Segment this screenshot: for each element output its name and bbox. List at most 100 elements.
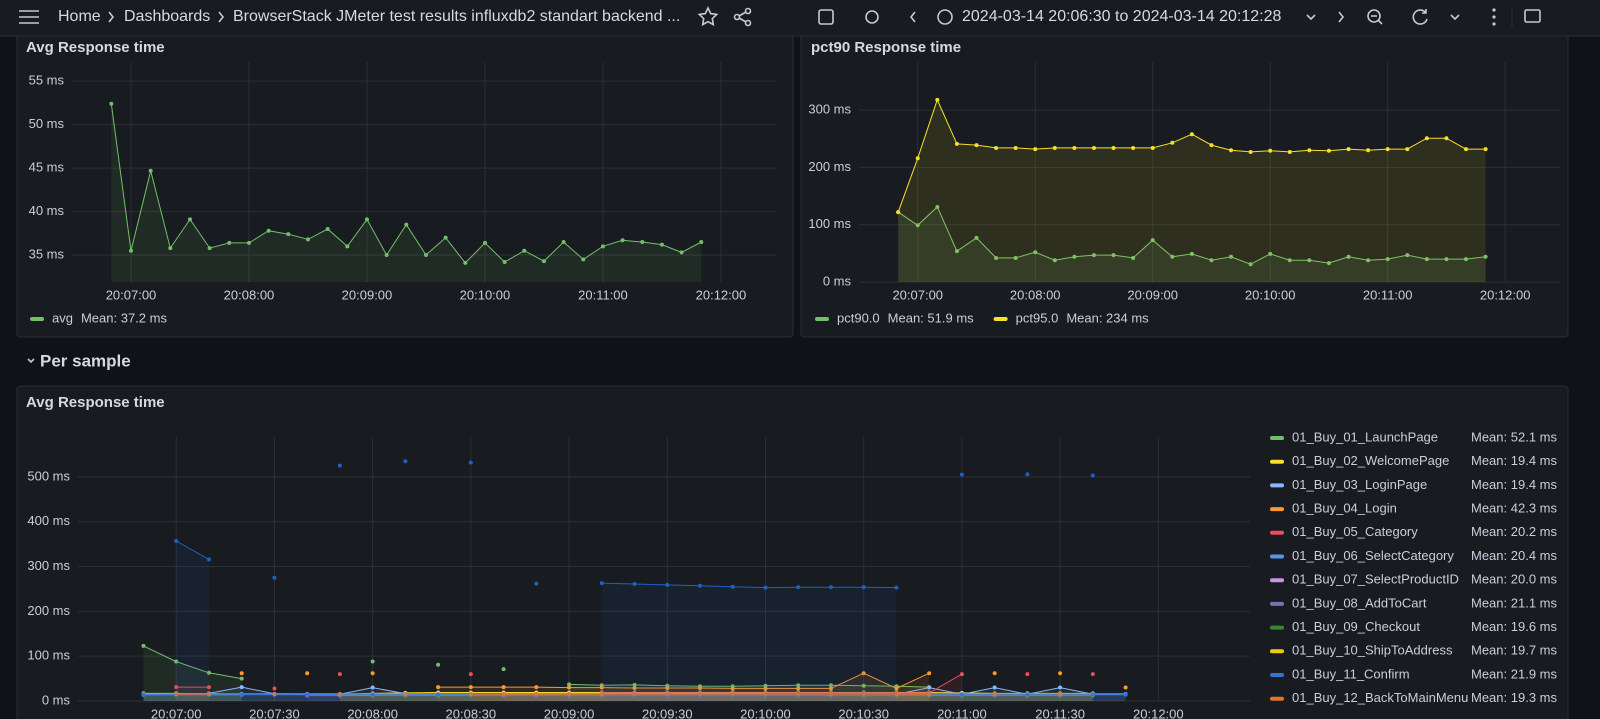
x-tick-label: 20:11:00: [937, 706, 987, 719]
data-point: [370, 685, 375, 690]
data-point: [305, 692, 310, 697]
data-point: [206, 670, 211, 675]
data-point: [403, 692, 408, 697]
legend-swatch: [993, 317, 1008, 321]
x-tick-label: 20:12:00: [1480, 287, 1531, 302]
breadcrumb[interactable]: Dashboards: [124, 8, 210, 25]
data-point: [1287, 258, 1292, 263]
x-tick-label: 20:08:00: [1010, 287, 1061, 302]
data-point: [1346, 254, 1351, 259]
data-point: [1058, 671, 1063, 676]
legend-value: Mean: 19.3 ms: [1471, 690, 1557, 705]
y-tick-label: 100 ms: [27, 648, 70, 663]
legend-swatch: [1270, 507, 1284, 512]
data-point: [370, 659, 375, 664]
data-point: [1123, 692, 1128, 697]
x-tick-label: 20:09:30: [642, 706, 693, 719]
data-point: [927, 685, 932, 690]
save-button[interactable]: [818, 9, 834, 25]
series-line: [143, 645, 930, 688]
row-title[interactable]: Per sample: [40, 351, 131, 370]
row-collapse[interactable]: [27, 358, 35, 364]
legend-item: 01_Buy_08_AddToCart Mean: 21.1 ms: [1270, 595, 1557, 610]
data-point: [384, 253, 389, 258]
time-range[interactable]: 2024-03-14 20:06:30 to 2024-03-14 20:12:…: [962, 8, 1281, 25]
data-point: [1248, 149, 1253, 154]
tv-mode-button[interactable]: [1524, 9, 1541, 23]
clock-icon: [937, 9, 953, 25]
data-point: [861, 683, 866, 688]
data-point: [1170, 140, 1175, 145]
refresh-interval[interactable]: [1450, 14, 1460, 21]
settings-button[interactable]: [865, 10, 879, 24]
data-point: [599, 692, 604, 697]
data-point: [763, 692, 768, 697]
data-point: [763, 686, 768, 691]
zoom-out-button[interactable]: [1367, 9, 1383, 25]
data-point: [1052, 145, 1057, 150]
data-point: [861, 671, 866, 676]
data-point: [1424, 136, 1429, 141]
legend-value: Mean: 20.4 ms: [1471, 548, 1557, 563]
menu-button[interactable]: [19, 10, 39, 24]
data-point: [796, 686, 801, 691]
data-point: [954, 249, 959, 254]
chart: Avg Response time 35 ms 40 ms 45 ms 50 ms 55 …: [26, 39, 776, 325]
data-point: [436, 685, 441, 690]
legend-item: 01_Buy_01_LaunchPage Mean: 52.1 ms: [1270, 429, 1557, 444]
series-area: [143, 695, 1093, 701]
y-tick-label: 55 ms: [29, 73, 65, 88]
legend-value: Mean: 51.9 ms: [888, 310, 974, 325]
share-button[interactable]: [733, 7, 752, 27]
more-button[interactable]: [1492, 8, 1496, 26]
time-back-button[interactable]: [909, 11, 916, 23]
legend-label: 01_Buy_01_LaunchPage: [1292, 429, 1438, 444]
data-point: [1287, 149, 1292, 154]
legend-swatch: [1270, 483, 1284, 488]
data-point: [1307, 258, 1312, 263]
x-tick-label: 20:09:00: [544, 706, 595, 719]
legend-label: 01_Buy_10_ShipToAddress: [1292, 643, 1453, 658]
data-point: [337, 692, 342, 697]
legend-swatch: [1270, 530, 1284, 535]
data-point: [272, 692, 277, 697]
time-forward-button[interactable]: [1338, 11, 1345, 23]
data-point: [861, 585, 866, 590]
refresh-button[interactable]: [1412, 9, 1428, 25]
data-point: [699, 240, 704, 244]
data-point: [1111, 253, 1116, 258]
legend-label: 01_Buy_04_Login: [1292, 501, 1397, 516]
data-point: [927, 692, 932, 697]
data-point: [1025, 672, 1030, 677]
data-point: [1058, 685, 1063, 690]
data-point: [698, 686, 703, 691]
legend-item: 01_Buy_04_Login Mean: 42.3 ms: [1270, 501, 1557, 516]
legend-value: Mean: 19.7 ms: [1471, 643, 1557, 658]
star-button[interactable]: [697, 6, 719, 27]
y-tick-label: 400 ms: [27, 513, 70, 528]
legend-item: 01_Buy_02_WelcomePage Mean: 19.4 ms: [1270, 453, 1557, 468]
data-point: [522, 248, 527, 253]
data-point: [1464, 257, 1469, 262]
legend-value: Mean: 52.1 ms: [1471, 429, 1557, 444]
time-picker-toggle[interactable]: [1306, 14, 1316, 21]
data-point: [1405, 253, 1410, 258]
x-tick-label: 20:10:00: [740, 706, 791, 719]
data-point: [404, 222, 409, 227]
data-point: [632, 692, 637, 697]
y-tick-label: 0 ms: [42, 692, 71, 707]
legend-label: 01_Buy_07_SelectProductID: [1292, 572, 1459, 587]
legend-item: 01_Buy_03_LoginPage Mean: 19.4 ms: [1270, 477, 1557, 492]
data-point: [861, 692, 866, 697]
top-bar-bg: [0, 0, 1600, 36]
data-point: [959, 692, 964, 697]
breadcrumb[interactable]: Home: [58, 8, 101, 25]
data-point: [730, 686, 735, 691]
data-point: [1385, 147, 1390, 152]
data-point: [239, 692, 244, 697]
y-tick-label: 200 ms: [808, 159, 851, 174]
data-point: [1366, 258, 1371, 263]
data-point: [828, 686, 833, 691]
data-point: [207, 246, 212, 251]
data-point: [305, 237, 310, 242]
